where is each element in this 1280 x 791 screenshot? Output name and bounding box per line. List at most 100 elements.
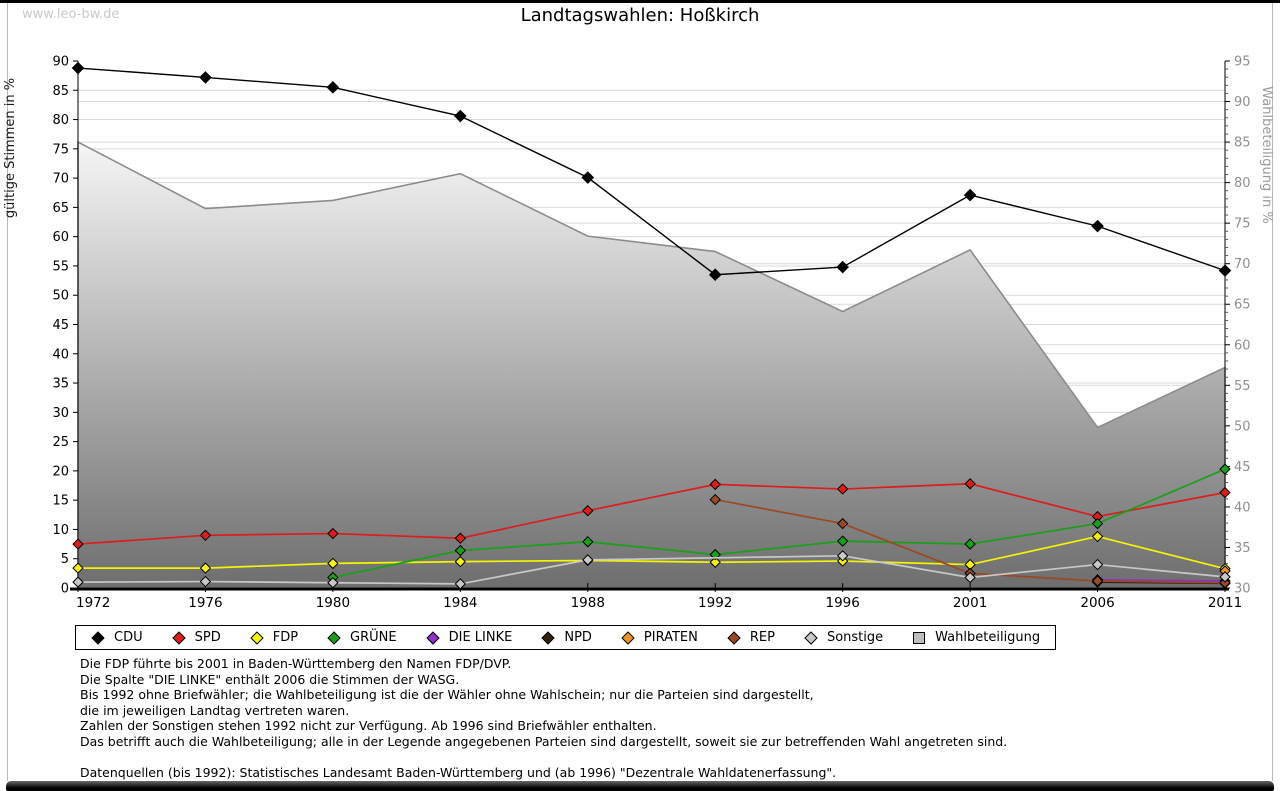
- svg-text:1988: 1988: [571, 595, 605, 611]
- svg-text:30: 30: [52, 406, 69, 421]
- data-point-fdp: [454, 555, 467, 568]
- data-point-sonstige: [582, 554, 594, 566]
- svg-text:1980: 1980: [316, 595, 350, 611]
- data-point-grüne: [1091, 517, 1104, 530]
- legend-item-npd: NPD: [541, 630, 592, 645]
- svg-text:65: 65: [52, 201, 69, 216]
- data-point-fdp: [327, 557, 339, 570]
- svg-text:10: 10: [52, 523, 69, 538]
- svg-text:85: 85: [52, 84, 69, 99]
- legend-item-die-linke: DIE LINKE: [425, 630, 512, 645]
- footnote-line: Bis 1992 ohne Briefwähler; die Wahlbetei…: [80, 687, 814, 702]
- footnote-line: Die Spalte "DIE LINKE" enthält 2006 die …: [80, 671, 460, 687]
- data-point-cdu: [1091, 219, 1104, 233]
- legend-label: GRÜNE: [350, 630, 397, 645]
- svg-text:45: 45: [1234, 460, 1251, 475]
- svg-text:60: 60: [52, 230, 69, 245]
- svg-text:30: 30: [1234, 582, 1251, 597]
- svg-text:1976: 1976: [188, 595, 222, 611]
- svg-text:90: 90: [52, 55, 69, 70]
- series-sonstige: [72, 550, 1231, 590]
- data-point-cdu: [326, 81, 340, 94]
- data-point-rep: [1091, 575, 1104, 587]
- svg-text:25: 25: [52, 435, 69, 450]
- series-spd: [72, 478, 1231, 550]
- svg-text:90: 90: [1234, 95, 1251, 110]
- svg-text:55: 55: [52, 259, 69, 274]
- svg-text:80: 80: [52, 113, 69, 128]
- svg-text:50: 50: [1234, 419, 1251, 434]
- data-point-cdu: [963, 188, 977, 202]
- data-point-spd: [199, 529, 212, 542]
- legend-label: Sonstige: [826, 630, 884, 645]
- chart-title: Landtagswahlen: Hoßkirch: [520, 5, 760, 26]
- footnote-line: Zahlen der Sonstigen stehen 1992 nicht z…: [80, 718, 657, 733]
- data-point-fdp: [72, 562, 84, 574]
- data-point-spd: [454, 532, 467, 544]
- svg-text:20: 20: [52, 464, 69, 479]
- legend-label: SPD: [194, 630, 221, 645]
- legend-item-wahlbeteiligung: Wahlbeteiligung: [912, 630, 1040, 645]
- legend-item-piraten: PIRATEN: [621, 630, 698, 645]
- svg-text:1984: 1984: [443, 595, 477, 611]
- data-point-spd: [964, 478, 976, 490]
- data-point-cdu: [836, 260, 849, 274]
- watermark: www.leo-bw.de: [22, 7, 120, 22]
- data-point-cdu: [71, 61, 85, 75]
- data-point-rep: [836, 517, 849, 530]
- data-point-grüne: [582, 536, 594, 548]
- svg-text:1996: 1996: [825, 595, 859, 611]
- diamond-marker-icon: [727, 630, 741, 645]
- svg-text:55: 55: [1234, 379, 1251, 394]
- data-point-sonstige: [964, 571, 976, 584]
- data-point-sonstige: [454, 578, 467, 590]
- diamond-marker-icon: [91, 630, 105, 645]
- data-point-spd: [836, 483, 849, 495]
- svg-text:50: 50: [52, 289, 69, 304]
- diamond-marker-icon: [250, 630, 264, 645]
- data-point-rep: [1219, 577, 1231, 589]
- diamond-marker-icon: [327, 630, 341, 645]
- data-point-grüne: [1219, 463, 1231, 475]
- diamond-marker-icon: [171, 630, 186, 645]
- data-point-fdp: [709, 556, 721, 568]
- svg-text:2006: 2006: [1080, 595, 1114, 611]
- diamond-marker-icon: [804, 630, 818, 645]
- svg-text:40: 40: [1234, 500, 1251, 515]
- diamond-marker-icon: [425, 630, 440, 645]
- right-edge: [1272, 3, 1273, 781]
- legend-item-spd: SPD: [171, 630, 221, 645]
- data-point-spd: [72, 538, 84, 550]
- right-axis-ticks: 30 35 40 45 50 55 60 65 70 75 80 85 90 95: [1225, 55, 1251, 597]
- bottom-bar: [6, 781, 1274, 791]
- svg-text:1992: 1992: [698, 595, 732, 611]
- data-point-sonstige: [327, 577, 339, 589]
- footnote-line: Das betrifft auch die Wahlbeteiligung; a…: [80, 733, 1008, 749]
- data-point-cdu: [199, 71, 212, 84]
- data-point-fdp: [1091, 530, 1104, 543]
- legend-item-rep: REP: [727, 630, 775, 645]
- data-point-sonstige: [199, 575, 212, 588]
- svg-text:65: 65: [1234, 298, 1251, 313]
- legend-item-cdu: CDU: [91, 630, 143, 645]
- data-point-sonstige: [836, 550, 849, 562]
- data-point-cdu: [1218, 264, 1232, 277]
- footnotes: Die FDP führte bis 2001 in Baden-Württem…: [80, 656, 1007, 780]
- election-line-chart: 0 5 10 15 20 25 30 35 40 45 50 55 60 65 70 75 80 85 90 30 35…: [3, 55, 1274, 612]
- legend-item-grüne: GRÜNE: [327, 630, 397, 645]
- svg-text:75: 75: [52, 142, 69, 157]
- svg-text:70: 70: [1234, 257, 1251, 272]
- data-point-cdu: [581, 171, 595, 184]
- data-point-grüne: [836, 535, 849, 547]
- data-point-fdp: [199, 562, 212, 574]
- turnout-area: [77, 140, 1226, 589]
- data-point-spd: [709, 478, 721, 491]
- data-point-spd: [1219, 486, 1231, 499]
- svg-text:75: 75: [1234, 217, 1251, 232]
- legend-label: NPD: [564, 630, 592, 645]
- svg-text:2011: 2011: [1208, 595, 1242, 611]
- svg-text:0: 0: [61, 582, 69, 597]
- footnote-line: [80, 749, 1007, 765]
- legend-item-fdp: FDP: [250, 630, 298, 645]
